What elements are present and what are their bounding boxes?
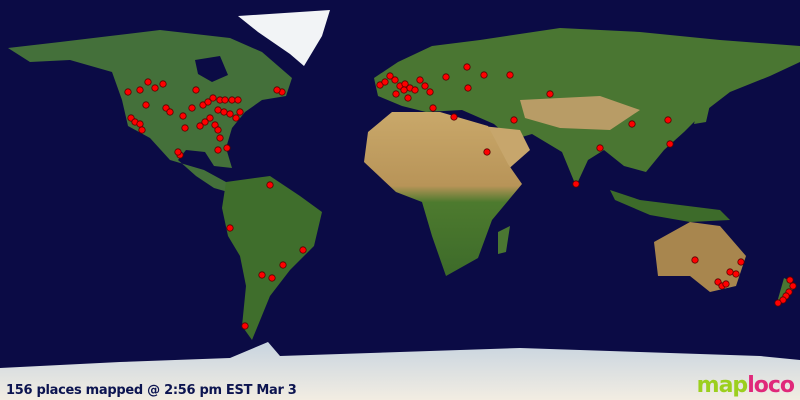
place-marker[interactable] — [400, 86, 408, 94]
place-marker[interactable] — [506, 71, 514, 79]
north-america — [8, 30, 292, 192]
place-marker[interactable] — [136, 86, 144, 94]
place-marker[interactable] — [572, 180, 580, 188]
place-marker[interactable] — [214, 146, 222, 154]
place-marker[interactable] — [223, 144, 231, 152]
place-marker[interactable] — [774, 299, 782, 307]
place-marker[interactable] — [279, 261, 287, 269]
place-marker[interactable] — [666, 140, 674, 148]
place-marker[interactable] — [124, 88, 132, 96]
place-marker[interactable] — [234, 96, 242, 104]
place-marker[interactable] — [181, 124, 189, 132]
south-america — [222, 176, 322, 340]
place-marker[interactable] — [480, 71, 488, 79]
place-marker[interactable] — [214, 126, 222, 134]
place-marker[interactable] — [209, 94, 217, 102]
place-marker[interactable] — [386, 72, 394, 80]
place-marker[interactable] — [726, 268, 734, 276]
place-marker[interactable] — [166, 108, 174, 116]
place-marker[interactable] — [273, 86, 281, 94]
place-marker[interactable] — [786, 276, 794, 284]
place-marker[interactable] — [214, 106, 222, 114]
place-marker[interactable] — [391, 76, 399, 84]
place-marker[interactable] — [596, 144, 604, 152]
place-marker[interactable] — [381, 78, 389, 86]
place-marker[interactable] — [216, 134, 224, 142]
place-marker[interactable] — [204, 98, 212, 106]
place-marker[interactable] — [450, 113, 458, 121]
place-marker[interactable] — [179, 112, 187, 120]
indonesia — [610, 190, 730, 222]
maploco-logo[interactable]: maploco — [696, 373, 795, 398]
place-marker[interactable] — [258, 271, 266, 279]
place-marker[interactable] — [664, 116, 672, 124]
place-marker[interactable] — [429, 104, 437, 112]
place-marker[interactable] — [220, 108, 228, 116]
place-marker[interactable] — [426, 88, 434, 96]
central-asia-desert — [520, 96, 640, 130]
place-marker[interactable] — [266, 181, 274, 189]
place-marker[interactable] — [151, 84, 159, 92]
greenland — [238, 10, 330, 66]
place-marker[interactable] — [232, 114, 240, 122]
place-marker[interactable] — [732, 270, 740, 278]
place-marker[interactable] — [442, 73, 450, 81]
place-marker[interactable] — [159, 80, 167, 88]
place-marker[interactable] — [416, 76, 424, 84]
place-marker[interactable] — [510, 116, 518, 124]
place-marker[interactable] — [226, 224, 234, 232]
place-marker[interactable] — [142, 101, 150, 109]
land — [0, 10, 800, 400]
place-marker[interactable] — [628, 120, 636, 128]
place-marker[interactable] — [464, 84, 472, 92]
australia — [654, 222, 746, 292]
place-marker[interactable] — [174, 148, 182, 156]
place-marker[interactable] — [192, 86, 200, 94]
place-marker[interactable] — [241, 322, 249, 330]
hudson-bay — [195, 56, 228, 82]
place-marker[interactable] — [299, 246, 307, 254]
place-marker[interactable] — [483, 148, 491, 156]
antarctica — [0, 342, 800, 400]
place-marker[interactable] — [737, 258, 745, 266]
place-marker[interactable] — [392, 90, 400, 98]
logo-map: map — [696, 373, 749, 398]
africa — [364, 112, 522, 276]
place-marker[interactable] — [789, 282, 797, 290]
place-marker[interactable] — [201, 118, 209, 126]
place-marker[interactable] — [236, 108, 244, 116]
place-marker[interactable] — [188, 104, 196, 112]
place-marker[interactable] — [136, 120, 144, 128]
place-marker[interactable] — [404, 94, 412, 102]
logo-loco: loco — [747, 373, 795, 398]
place-marker[interactable] — [546, 90, 554, 98]
place-marker[interactable] — [228, 96, 236, 104]
place-marker[interactable] — [226, 110, 234, 118]
place-marker[interactable] — [421, 82, 429, 90]
marker-layer — [124, 63, 797, 330]
places-mapped-caption: 156 places mapped @ 2:56 pm EST Mar 3 — [6, 383, 297, 398]
place-marker[interactable] — [138, 126, 146, 134]
madagascar — [498, 226, 510, 254]
place-marker[interactable] — [268, 274, 276, 282]
place-marker[interactable] — [144, 78, 152, 86]
place-marker[interactable] — [206, 114, 214, 122]
place-marker[interactable] — [221, 96, 229, 104]
japan — [694, 96, 712, 124]
place-marker[interactable] — [463, 63, 471, 71]
place-marker[interactable] — [411, 86, 419, 94]
place-marker[interactable] — [691, 256, 699, 264]
place-marker[interactable] — [722, 280, 730, 288]
place-marker[interactable] — [196, 122, 204, 130]
